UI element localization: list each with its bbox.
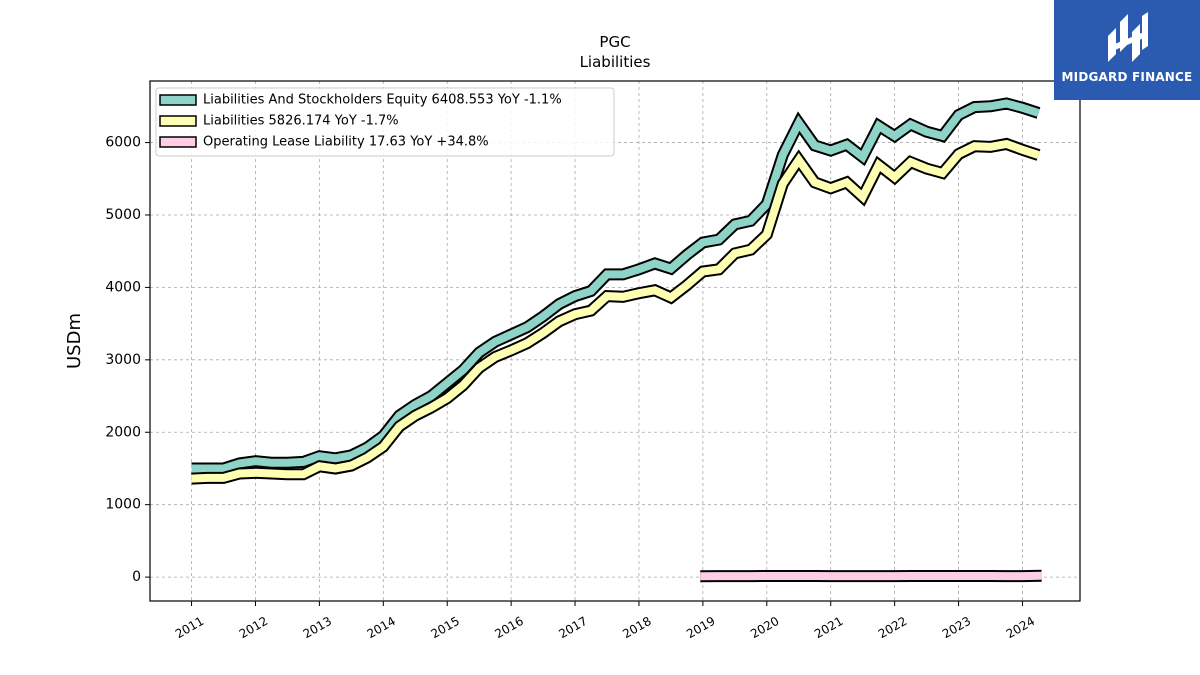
x-tick-label: 2024 bbox=[1004, 614, 1037, 641]
chart-subtitle: Liabilities bbox=[580, 53, 651, 71]
y-tick-label: 3000 bbox=[105, 352, 141, 368]
y-axis: 0 1000 2000 3000 4000 5000 6000 bbox=[105, 135, 150, 585]
y-tick-label: 5000 bbox=[105, 207, 141, 223]
x-axis: 2011 2012 2013 2014 2015 2016 2017 2018 2019 2020… bbox=[173, 601, 1037, 641]
x-tick-label: 2023 bbox=[940, 614, 973, 641]
chart-title: PGC bbox=[599, 33, 630, 51]
series-outline-1 bbox=[191, 137, 1041, 485]
legend-box bbox=[155, 87, 615, 157]
x-tick-label: 2012 bbox=[237, 614, 270, 641]
plot-frame bbox=[149, 80, 1081, 602]
x-tick-label: 2014 bbox=[365, 614, 398, 641]
series-line-1 bbox=[191, 139, 1040, 483]
x-tick-label: 2017 bbox=[556, 614, 589, 641]
midgard-logo-icon bbox=[1108, 12, 1148, 62]
y-axis-label: USDm bbox=[64, 313, 85, 369]
legend-swatch-2 bbox=[159, 136, 197, 148]
y-tick-label: 0 bbox=[132, 569, 141, 585]
x-tick-label: 2016 bbox=[492, 614, 525, 641]
series-line-0 bbox=[191, 99, 1040, 473]
legend: Liabilities And Stockholders Equity 6408… bbox=[155, 87, 615, 157]
x-tick-label: 2015 bbox=[428, 614, 461, 641]
legend-label-2: Operating Lease Liability 17.63 YoY +34.… bbox=[203, 135, 489, 150]
y-tick-label: 1000 bbox=[105, 497, 141, 513]
x-tick-label: 2020 bbox=[748, 614, 781, 641]
legend-label-0: Liabilities And Stockholders Equity 6408… bbox=[203, 93, 562, 108]
grid bbox=[150, 81, 1080, 601]
x-tick-label: 2021 bbox=[812, 614, 845, 641]
logo-text: MIDGARD FINANCE bbox=[1061, 70, 1193, 84]
y-tick-label: 4000 bbox=[105, 279, 141, 295]
legend-swatch-1 bbox=[159, 115, 197, 127]
y-tick-label: 2000 bbox=[105, 424, 141, 440]
x-tick-label: 2013 bbox=[301, 614, 334, 641]
x-tick-label: 2019 bbox=[684, 614, 717, 641]
x-tick-label: 2018 bbox=[620, 614, 653, 641]
x-tick-label: 2011 bbox=[173, 614, 206, 641]
legend-swatch-0 bbox=[159, 94, 197, 106]
series-layer bbox=[191, 97, 1042, 583]
x-tick-label: 2022 bbox=[876, 614, 909, 641]
y-tick-label: 6000 bbox=[105, 135, 141, 151]
midgard-finance-logo: MIDGARD FINANCE bbox=[1054, 0, 1200, 100]
legend-label-1: Liabilities 5826.174 YoY -1.7% bbox=[203, 114, 399, 129]
